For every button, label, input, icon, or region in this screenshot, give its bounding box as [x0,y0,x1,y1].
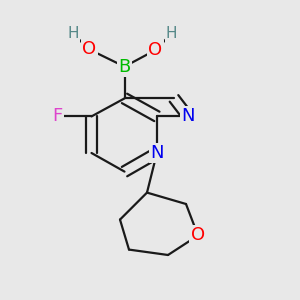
Text: O: O [82,40,97,58]
Text: O: O [148,41,163,59]
Text: N: N [181,107,195,125]
Text: F: F [52,107,62,125]
Text: H: H [67,26,79,41]
Text: H: H [166,26,177,41]
Text: N: N [150,144,164,162]
Text: O: O [191,226,205,244]
Text: B: B [118,58,130,76]
